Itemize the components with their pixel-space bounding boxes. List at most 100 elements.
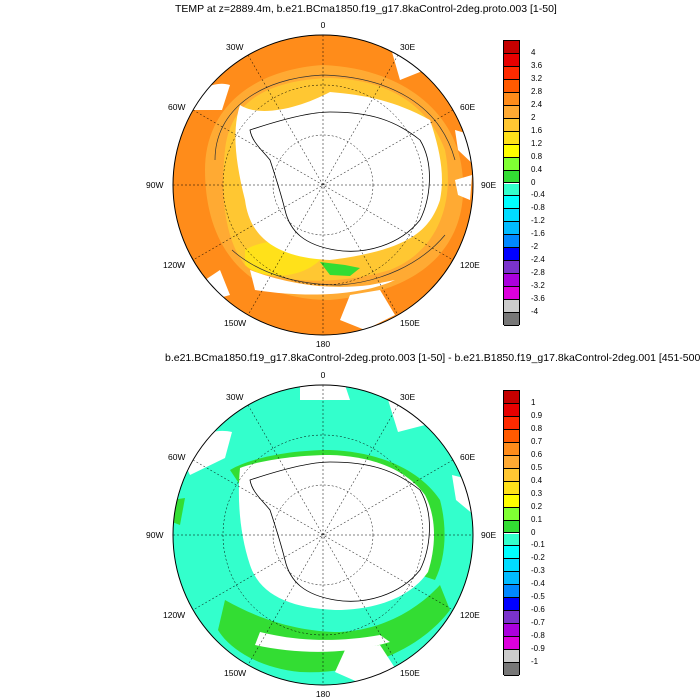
lon-label: 30E	[400, 392, 415, 402]
colorbar-bottom-swatch	[504, 429, 519, 443]
south-america-land	[180, 83, 230, 110]
colorbar-bottom-swatch	[504, 624, 519, 638]
lon-label: 120W	[163, 260, 185, 270]
colorbar-top-swatch	[504, 118, 519, 132]
colorbar-top-swatch	[504, 235, 519, 249]
colorbar-bottom-label: -0.3	[531, 566, 545, 576]
colorbar-bottom-swatch	[504, 507, 519, 521]
colorbar-top-label: 2.8	[531, 86, 543, 96]
lon-label: 60E	[460, 452, 475, 462]
colorbar-bottom-swatch	[504, 403, 519, 417]
colorbar-top-swatch	[504, 196, 519, 210]
antarctica-coastline	[249, 111, 430, 252]
colorbar-top-swatch	[504, 287, 519, 301]
colorbar-bottom-swatch	[504, 481, 519, 495]
colorbar-bottom-label: -0.1	[531, 540, 545, 550]
lon-label: 150E	[400, 318, 420, 328]
colorbar-bottom-swatch	[504, 585, 519, 599]
new-zealand-region	[340, 290, 395, 330]
colorbar-bottom-swatch	[504, 572, 519, 586]
sea-ice-ross	[255, 632, 390, 652]
lon-label: 30E	[400, 42, 415, 52]
colorbar-top-swatch	[504, 144, 519, 158]
lon-label: 30W	[226, 42, 243, 52]
colorbar-bottom-swatch	[504, 598, 519, 612]
colorbar-top-swatch	[504, 157, 519, 171]
colorbar-bottom-label: -0.9	[531, 644, 545, 654]
temp-band-green	[320, 262, 360, 276]
colorbar-top-label: 1.2	[531, 138, 543, 148]
panel-top-title: TEMP at z=2889.4m, b.e21.BCma1850.f19_g1…	[175, 3, 557, 15]
lon-label: 120W	[163, 610, 185, 620]
colorbar-bottom-swatch	[504, 533, 519, 547]
colorbar-top-label: 1.6	[531, 125, 543, 135]
colorbar-bottom-label: -1	[531, 657, 539, 667]
map-top: 0 30E 60E 90E 120E 150E 180 150W 120W 90…	[146, 20, 496, 349]
colorbar-bottom-swatch	[504, 416, 519, 430]
colorbar-top-swatch	[504, 131, 519, 145]
colorbar-top-label: -1.6	[531, 229, 545, 239]
colorbar-top-swatch	[504, 41, 519, 54]
colorbar-top-swatch	[504, 300, 519, 314]
colorbar-bottom-label: 0.4	[531, 475, 543, 485]
lon-label: 0	[321, 20, 326, 30]
contour-line	[231, 234, 446, 286]
colorbar-top-swatch	[504, 92, 519, 106]
colorbar-bottom-label: 0.6	[531, 449, 543, 459]
colorbar-top-label: -3.2	[531, 281, 545, 291]
colorbar-top-swatch	[504, 261, 519, 275]
colorbar-top-label: 3.6	[531, 60, 543, 70]
colorbar-bottom-swatch	[504, 637, 519, 651]
antarctica-land	[238, 455, 434, 610]
colorbar-top-label: -2.8	[531, 268, 545, 278]
north-mask	[300, 385, 350, 400]
colorbar-top-label: 2.4	[531, 99, 543, 109]
lon-label: 30W	[226, 392, 243, 402]
lon-label: 120E	[460, 610, 480, 620]
colorbar-top-swatch	[504, 222, 519, 236]
colorbar-top-label: 3.2	[531, 73, 543, 83]
lon-label: 180	[316, 339, 330, 349]
lon-label: 60W	[168, 102, 185, 112]
lon-label: 60E	[460, 102, 475, 112]
lon-label: 120E	[460, 260, 480, 270]
colorbar-top-bar	[503, 40, 520, 326]
colorbar-bottom-bar	[503, 390, 520, 676]
colorbar-top-swatch	[504, 79, 519, 93]
colorbar-top-label: 2	[531, 112, 536, 122]
colorbar-bottom-label: 0.8	[531, 423, 543, 433]
colorbar-bottom-label: 0.3	[531, 488, 543, 498]
colorbar-top-label: -2.4	[531, 255, 545, 265]
colorbar-bottom-label: 0.7	[531, 436, 543, 446]
colorbar-top-swatch	[504, 248, 519, 262]
colorbar-bottom-label: -0.2	[531, 553, 545, 563]
colorbar-bottom-label: 0.1	[531, 514, 543, 524]
colorbar-top-swatch	[504, 170, 519, 184]
colorbar-top-label: 4	[531, 47, 536, 57]
colorbar-top-label: 0	[531, 177, 536, 187]
colorbar-bottom-swatch	[504, 611, 519, 625]
lon-label: 180	[316, 689, 330, 699]
colorbar-top-swatch	[504, 209, 519, 223]
colorbar-bottom-swatch	[504, 494, 519, 508]
lon-label: 90W	[146, 530, 163, 540]
lon-label: 60W	[168, 452, 185, 462]
colorbar-top-label: -3.6	[531, 294, 545, 304]
colorbar-bottom-swatch	[504, 650, 519, 664]
colorbar-bottom-label: 0	[531, 527, 536, 537]
colorbar-top-label: 0.4	[531, 164, 543, 174]
colorbar-top-label: -4	[531, 307, 539, 317]
lon-label: 150W	[224, 318, 246, 328]
map-border	[172, 34, 474, 336]
antarctica-coastline	[249, 461, 430, 602]
lon-label: 0	[321, 370, 326, 380]
lon-label: 90E	[481, 180, 496, 190]
colorbar-top-swatch	[504, 274, 519, 288]
lon-label: 150W	[224, 668, 246, 678]
map-bottom: 0 30E 60E 90E 120E 150E 180 150W 120W 90…	[146, 370, 496, 699]
diff-band-green	[218, 585, 450, 673]
colorbar-top-swatch	[504, 105, 519, 119]
colorbar-bottom-swatch	[504, 468, 519, 482]
colorbar-top-label: -0.4	[531, 190, 545, 200]
colorbar-bottom-swatch	[504, 391, 519, 404]
